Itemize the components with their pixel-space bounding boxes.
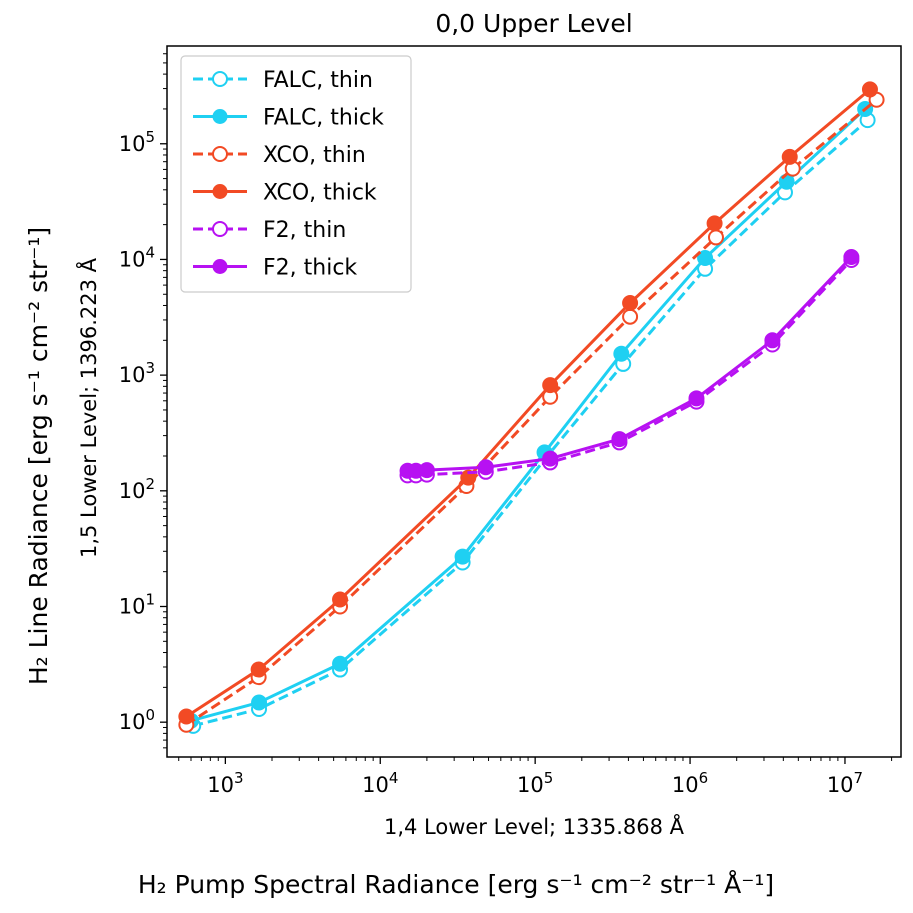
- legend-entry: FALC, thick: [193, 106, 384, 131]
- legend-label: FALC, thin: [263, 68, 373, 93]
- x-tick-label: 103: [207, 769, 243, 797]
- data-point: [542, 450, 559, 467]
- legend-marker: [212, 184, 228, 199]
- data-point: [332, 591, 349, 608]
- plot-area-frame: [166, 45, 902, 758]
- data-point: [707, 229, 724, 246]
- y-axis-outer-label: H₂ Line Radiance [erg s⁻¹ cm⁻² str⁻¹]: [24, 227, 53, 685]
- data-point: [622, 295, 639, 312]
- data-point: [250, 661, 267, 678]
- data-point: [843, 248, 860, 265]
- y-axis-inner-label: 1,5 Lower Level; 1396.223 Å: [75, 257, 101, 558]
- data-point: [622, 308, 639, 325]
- data-point: [706, 215, 723, 232]
- chart-title: 0,0 Upper Level: [435, 9, 632, 38]
- legend-label: F2, thick: [263, 256, 357, 281]
- tick-layer: 103 104 105 106 107 100 101 102 103 104 105: [119, 53, 893, 797]
- y-tick-label: 100: [119, 706, 155, 734]
- data-point: [477, 459, 494, 476]
- y-tick-label: 104: [119, 243, 155, 271]
- data-point: [697, 249, 714, 266]
- legend-entry: XCO, thin: [193, 143, 366, 168]
- data-point: [613, 345, 630, 362]
- legend-entry: F2, thin: [193, 218, 346, 243]
- legend-marker: [212, 71, 228, 87]
- legend-marker: [212, 146, 228, 162]
- x-tick-label: 107: [827, 769, 863, 797]
- legend-marker: [212, 221, 228, 237]
- legend-label: XCO, thin: [263, 143, 366, 168]
- x-tick-label: 106: [672, 769, 708, 797]
- legend-marker: [212, 259, 228, 274]
- x-tick-label: 105: [517, 769, 553, 797]
- data-point: [764, 332, 781, 349]
- legend-marker: [212, 109, 228, 124]
- y-tick-label: 102: [119, 475, 155, 503]
- data-point: [332, 655, 349, 672]
- data-point: [454, 548, 471, 565]
- series-5: [399, 248, 860, 479]
- series-line: [185, 98, 878, 727]
- series-layer: [178, 81, 885, 734]
- data-point: [688, 390, 705, 407]
- x-tick-label: 104: [362, 769, 398, 797]
- legend-label: FALC, thick: [263, 106, 384, 131]
- legend-entry: F2, thick: [193, 256, 357, 281]
- data-point: [611, 431, 628, 448]
- legend-label: F2, thin: [263, 218, 346, 243]
- data-point: [861, 81, 878, 98]
- data-point: [178, 708, 195, 725]
- legend-label: XCO, thick: [263, 181, 377, 206]
- legend: FALC, thin FALC, thick XCO, thin XCO, thick…: [180, 55, 412, 293]
- data-point: [781, 148, 798, 165]
- data-point: [542, 377, 559, 394]
- y-tick-label: 105: [119, 128, 155, 156]
- y-tick-label: 101: [119, 590, 155, 618]
- x-axis-outer-label: H₂ Pump Spectral Radiance [erg s⁻¹ cm⁻² …: [138, 870, 774, 899]
- legend-entry: XCO, thick: [193, 181, 377, 206]
- x-axis-inner-label: 1,4 Lower Level; 1335.868 Å: [384, 813, 685, 839]
- data-point: [418, 462, 435, 479]
- y-tick-label: 103: [119, 359, 155, 387]
- legend-entry: FALC, thin: [193, 68, 373, 93]
- data-point: [251, 694, 268, 711]
